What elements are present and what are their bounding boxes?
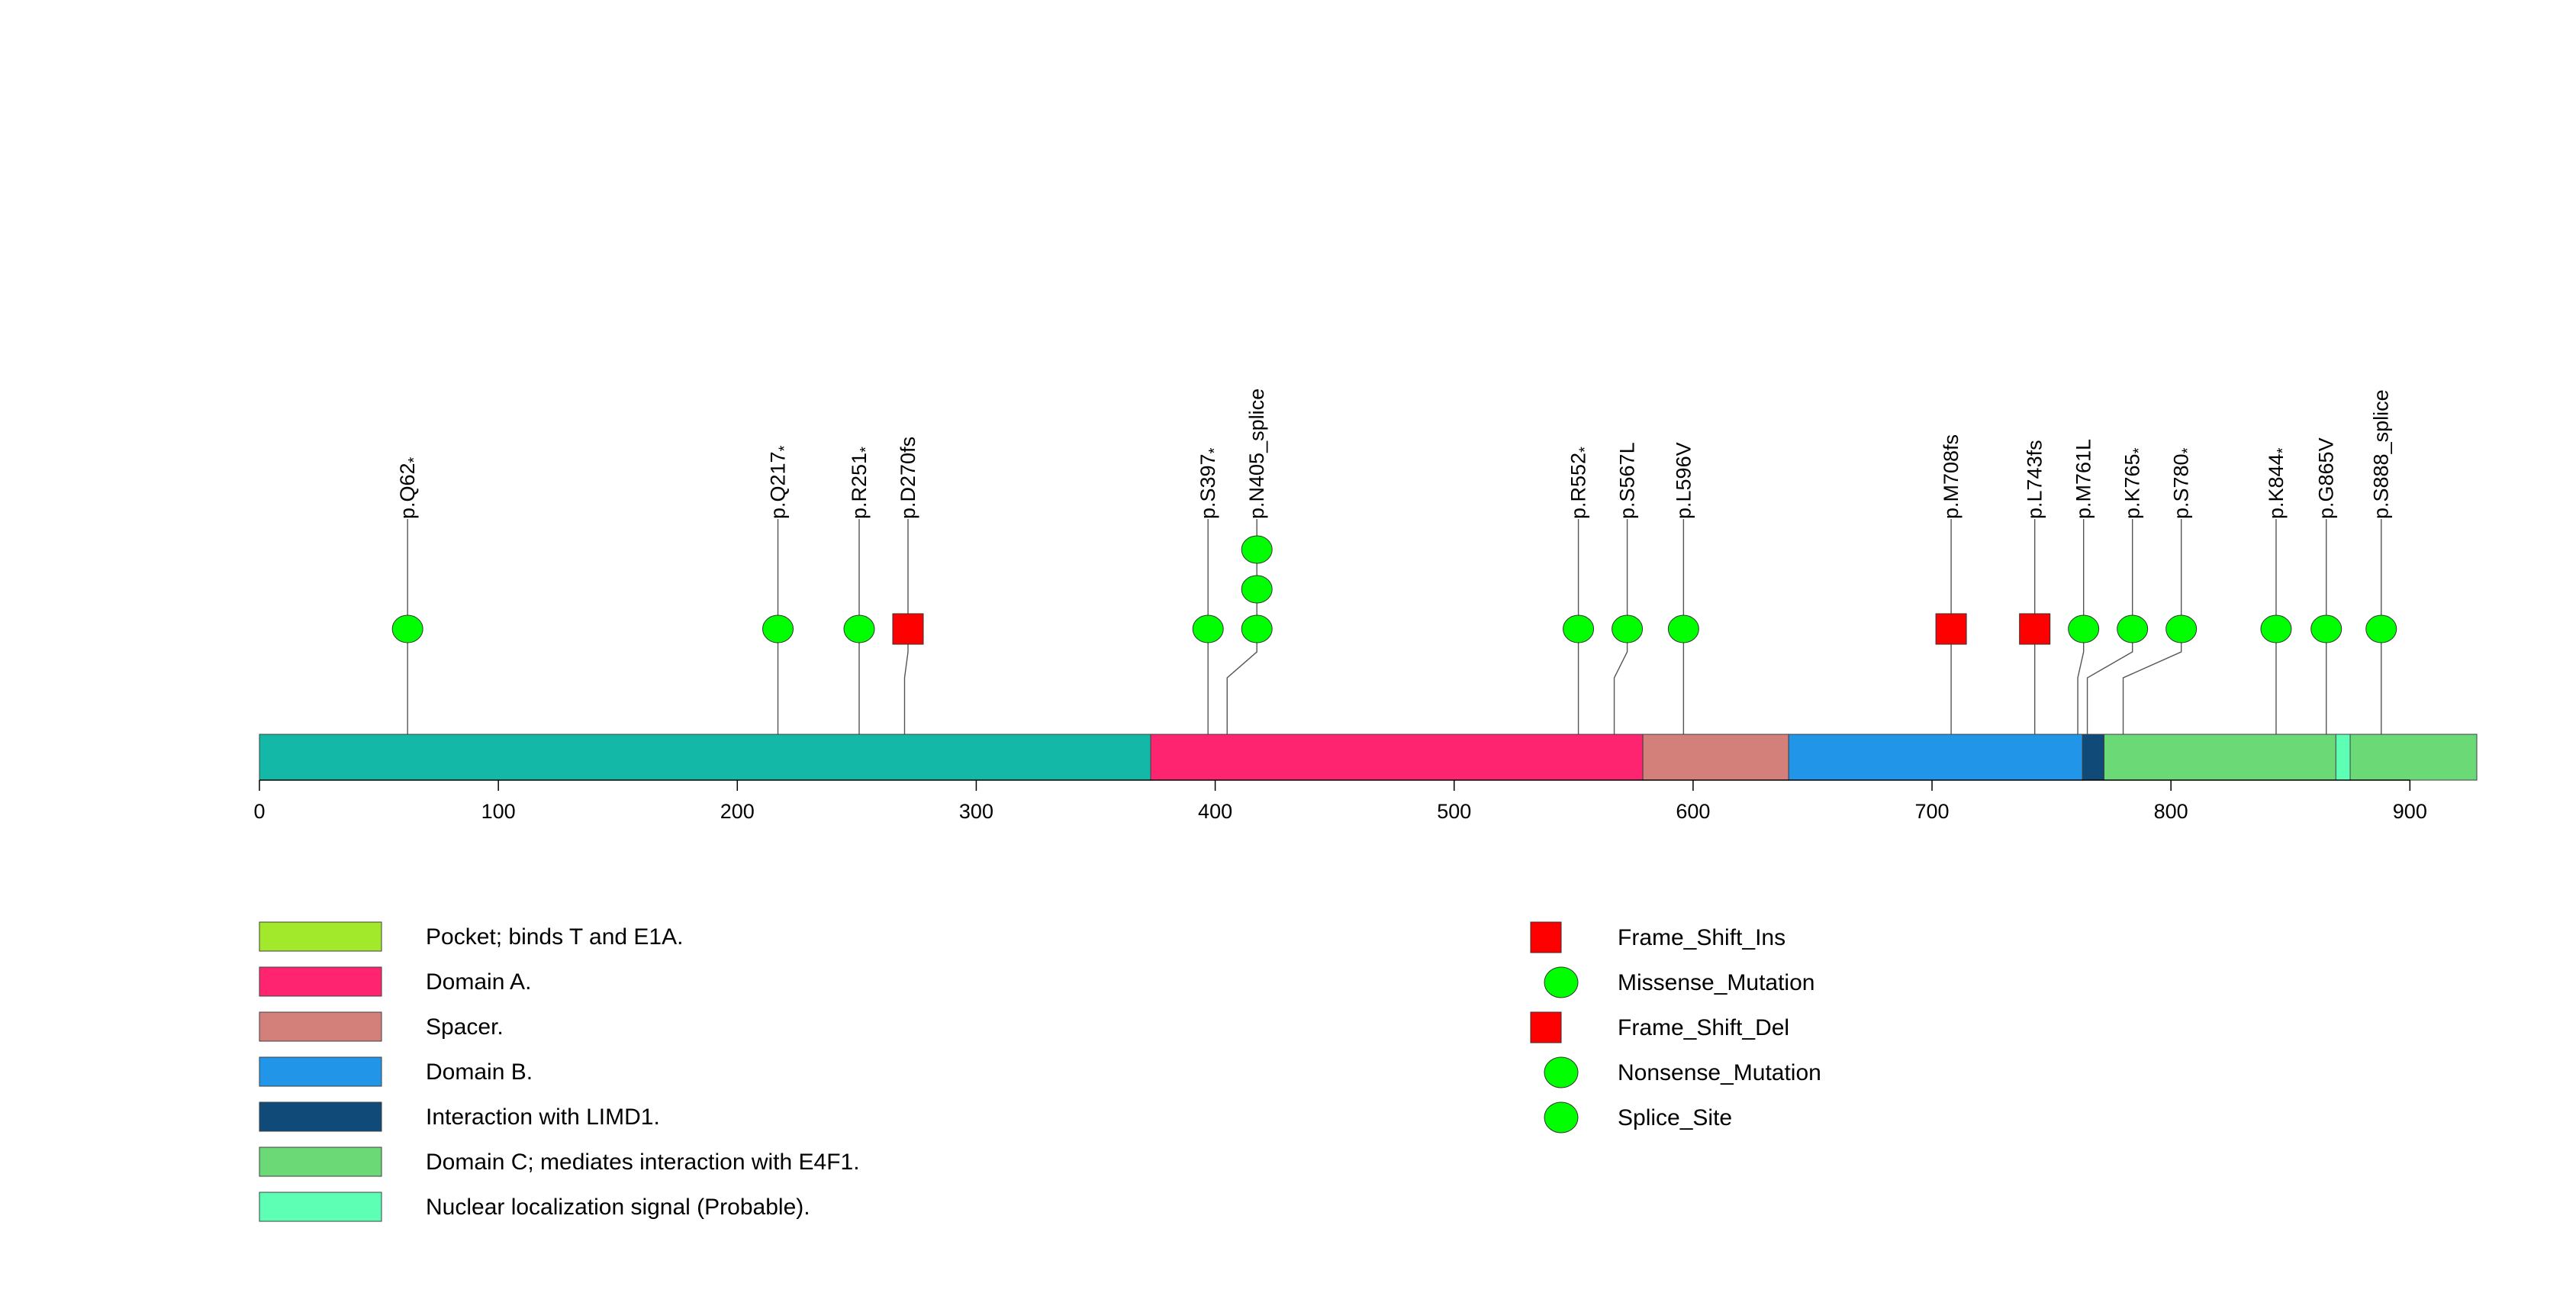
mutation-type-legend: Frame_Shift_Ins Missense_Mutation Frame_Sh…: [1530, 921, 1821, 1134]
mutation-type-legend-swatch: [1530, 921, 1562, 953]
x-tick-label: 400: [1198, 800, 1232, 823]
mutation-marker: [2117, 614, 2149, 643]
domain-segment: [1642, 734, 1789, 781]
mutation-type-legend-label: Splice_Site: [1618, 1105, 1732, 1130]
domain-legend-label: Spacer.: [426, 1014, 504, 1040]
domain-legend-label: Domain C; mediates interaction with E4F1…: [426, 1150, 860, 1175]
mutation-labels-layer: p.Q62* p.Q217* p.R251* p.D270fs p.S397* p.N40…: [396, 389, 2393, 519]
domain-segment: [1788, 734, 2083, 781]
mutation-stem: [903, 519, 909, 780]
domain-legend-label: Domain A.: [426, 969, 531, 995]
mutation-label: p.N405_splice: [1245, 389, 1268, 519]
mutation-label: p.K765*: [2121, 447, 2148, 519]
x-tick-label: 800: [2154, 800, 2188, 823]
mutation-stem: [2086, 519, 2133, 780]
mutation-label: p.D270fs: [897, 437, 919, 519]
mutation-label: p.S780*: [2170, 447, 2197, 519]
mutation-label: p.R552*: [1567, 447, 1594, 519]
mutation-type-legend-swatch: [1544, 1101, 1579, 1134]
domain-legend-label: Interaction with LIMD1.: [426, 1105, 660, 1130]
mutation-label: p.M708fs: [1940, 434, 1963, 519]
mutation-label: p.S567L: [1616, 442, 1639, 519]
mutation-type-legend-swatch: [1544, 1056, 1579, 1088]
mutation-label: p.M761L: [2072, 439, 2095, 519]
mutation-stem: [1613, 519, 1628, 780]
x-axis: 0 100 200 300 400 500 600 700 800 900: [253, 779, 2427, 823]
domain-legend-label: Pocket; binds T and E1A.: [426, 924, 683, 950]
domain-legend-label: Domain B.: [426, 1059, 533, 1085]
mutation-marker: [843, 614, 875, 643]
x-tick-label: 500: [1437, 800, 1471, 823]
x-tick-label: 300: [959, 800, 993, 823]
domain-legend-swatch: [259, 1192, 382, 1222]
domain-segment: [2082, 734, 2104, 781]
mutation-marker: [1667, 614, 1699, 643]
domain-legend-swatch: [259, 1011, 382, 1042]
mutation-type-legend-label: Frame_Shift_Del: [1618, 1015, 1789, 1040]
mutation-type-legend-label: Missense_Mutation: [1618, 970, 1814, 995]
mutation-marker: [2019, 613, 2051, 645]
mutation-label: p.Q217*: [767, 445, 794, 519]
mutation-label: p.G865V: [2315, 437, 2338, 519]
mutation-marker: [2260, 614, 2292, 643]
domain-legend-swatch: [259, 1101, 382, 1132]
mutation-marker: [892, 613, 924, 645]
mutation-type-legend-label: Frame_Shift_Ins: [1618, 925, 1785, 950]
domain-legend-label: Nuclear localization signal (Probable).: [426, 1195, 810, 1220]
domain-legend-swatch: [259, 966, 382, 997]
mutation-marker: [1241, 535, 1273, 564]
x-tick-label: 100: [481, 800, 516, 823]
mutation-marker: [2310, 614, 2343, 643]
domain-legend: Pocket; binds T and E1A. Domain A. Spacer.…: [259, 921, 860, 1222]
domain-legend-swatch: [259, 1146, 382, 1177]
x-tick-label: 600: [1676, 800, 1710, 823]
domain-legend-swatch: [259, 1056, 382, 1087]
mutation-label: p.Q62*: [396, 456, 423, 519]
mutation-marker: [762, 614, 794, 643]
mutation-marker: [1241, 575, 1273, 604]
mutation-marker: [2365, 614, 2397, 643]
mutation-marker: [1612, 614, 1644, 643]
mutation-type-legend-label: Nonsense_Mutation: [1618, 1060, 1821, 1085]
mutation-label: p.L743fs: [2024, 440, 2046, 519]
domain-segment: [2335, 734, 2351, 781]
mutation-marker: [1935, 613, 1967, 645]
mutation-marker: [1192, 614, 1224, 643]
mutation-stem: [2122, 519, 2182, 780]
stems-layer: [407, 519, 2382, 780]
mutation-markers-layer: [391, 535, 2397, 645]
mutation-type-legend-swatch: [1530, 1011, 1562, 1043]
domain-segment: [2103, 734, 2478, 781]
mutation-marker: [391, 614, 423, 643]
domain-segment: [1150, 734, 1644, 781]
mutation-label: p.S397*: [1196, 447, 1223, 519]
mutation-marker: [2068, 614, 2100, 643]
mutation-label: p.K844*: [2265, 447, 2291, 519]
mutation-marker: [1563, 614, 1595, 643]
protein-backbone-layer: [259, 734, 2478, 781]
mutation-type-legend-swatch: [1544, 966, 1579, 998]
mutation-label: p.L596V: [1672, 442, 1695, 519]
x-tick-label: 0: [253, 800, 265, 823]
mutation-marker: [1241, 614, 1273, 643]
mutation-label: p.S888_splice: [2370, 389, 2393, 519]
x-tick-label: 700: [1914, 800, 1949, 823]
mutation-marker: [2165, 614, 2198, 643]
domain-legend-swatch: [259, 921, 382, 952]
x-tick-label: 900: [2393, 800, 2427, 823]
mutation-stem: [2077, 519, 2085, 780]
x-tick-label: 200: [720, 800, 755, 823]
mutation-label: p.R251*: [848, 447, 874, 519]
